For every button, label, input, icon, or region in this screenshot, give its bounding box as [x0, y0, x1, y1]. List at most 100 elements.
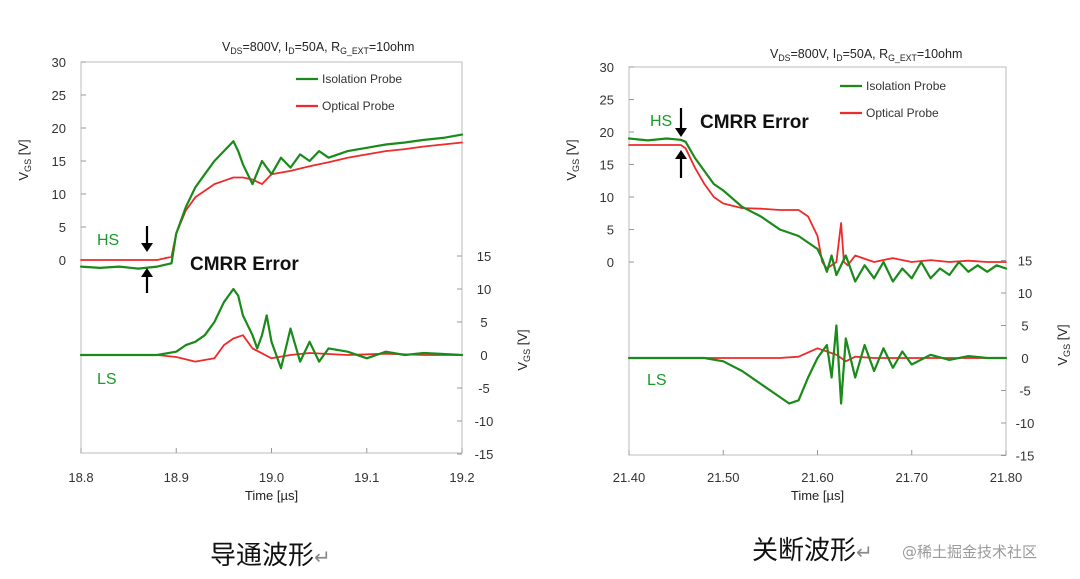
y-left-tick-label: 5	[607, 223, 614, 238]
legend-label-isolation: Isolation Probe	[866, 79, 946, 93]
y-right-tick-label: -15	[475, 447, 494, 462]
test-conditions-part: =50A,	[843, 47, 880, 61]
test-conditions-sub: D	[288, 46, 294, 56]
y-left-axis-title-part: V	[16, 172, 31, 181]
y-right-axis-title: VGS [V]	[515, 329, 532, 370]
cmrr-arrow-down	[675, 108, 687, 137]
y-left-tick-label: 10	[52, 187, 66, 202]
ls-label: LS	[97, 371, 117, 388]
y-left-axis-title: VGS [V]	[564, 139, 581, 180]
test-conditions-part: R	[331, 40, 340, 54]
cmrr-arrow-down-head	[141, 243, 153, 252]
hs-series-optical-line	[80, 141, 463, 261]
x-tick-label: 21.60	[801, 470, 834, 485]
cmrr-arrow-down	[141, 226, 153, 252]
y-right-axis-title: VGS [V]	[1055, 324, 1072, 365]
test-conditions-sub: G_EXT	[888, 53, 917, 63]
y-left-tick-label: 25	[600, 93, 614, 108]
test-conditions-sub: G_EXT	[340, 46, 369, 56]
y-right-tick-label: 10	[1018, 286, 1032, 301]
test-conditions-part: V	[770, 47, 779, 61]
y-left-tick-label: 30	[600, 60, 614, 75]
test-conditions-part: =10ohm	[917, 47, 963, 61]
caption-turn-off: 关断波形↵	[752, 530, 873, 567]
x-tick-label: 21.80	[990, 470, 1023, 485]
y-left-axis-title-part: [V]	[16, 139, 31, 159]
y-right-tick-label: -5	[1019, 384, 1031, 399]
y-right-tick-label: 15	[1018, 254, 1032, 269]
y-right-axis-title-sub: GS	[1062, 344, 1072, 357]
y-right-tick-label: 5	[480, 315, 487, 330]
test-conditions: VDS=800V, ID=50A, RG_EXT=10ohm	[770, 47, 962, 63]
hs-series-isolation-line	[79, 133, 464, 270]
y-right-axis-title-part: [V]	[515, 329, 530, 349]
legend: Isolation Probe Optical Probe	[296, 72, 402, 113]
y-left-tick-label: 25	[52, 88, 66, 103]
y-left-tick-label: 10	[600, 190, 614, 205]
y-left-tick-label: 20	[600, 125, 614, 140]
ls-series-isolation-line	[79, 287, 464, 370]
y-right-tick-label: 0	[1021, 351, 1028, 366]
cmrr-error-annotation: CMRR Error	[700, 112, 809, 133]
hs-series-optical-line	[628, 144, 1007, 270]
x-tick-label: 18.9	[164, 470, 189, 485]
y-left-tick-label: 15	[52, 154, 66, 169]
y-right-axis-title-part: [V]	[1055, 324, 1070, 344]
x-tick-label: 19.0	[259, 470, 284, 485]
legend: Isolation Probe Optical Probe	[840, 79, 946, 120]
ls-label: LS	[647, 372, 667, 389]
caption-turn-on-text: 导通波形	[210, 541, 315, 571]
cmrr-arrow-up-head	[675, 150, 687, 159]
test-conditions-sub: DS	[778, 53, 790, 63]
y-left-tick-label: 0	[59, 253, 66, 268]
x-tick-label: 18.8	[68, 470, 93, 485]
hs-series-isolation-line	[627, 137, 1008, 283]
y-left-axis-title-part: [V]	[564, 139, 579, 159]
y-right-tick-label: -15	[1016, 449, 1035, 464]
cmrr-arrow-up-head	[141, 268, 153, 277]
y-right-tick-label: -10	[1016, 416, 1035, 431]
y-left-tick-label: 20	[52, 121, 66, 136]
test-conditions-part: I	[285, 40, 288, 54]
plot-frame	[628, 66, 1007, 456]
caption-turn-on: 导通波形↵	[210, 535, 331, 572]
x-tick-label: 19.1	[354, 470, 379, 485]
y-left-tick-label: 15	[600, 158, 614, 173]
hs-label: HS	[650, 113, 672, 130]
y-right-tick-label: 5	[1021, 319, 1028, 334]
x-tick-label: 21.70	[895, 470, 928, 485]
legend-label-isolation: Isolation Probe	[322, 72, 402, 86]
legend-label-optical: Optical Probe	[866, 106, 939, 120]
x-tick-label: 21.40	[613, 470, 646, 485]
test-conditions-part: I	[833, 47, 836, 61]
test-conditions-part: =50A,	[295, 40, 332, 54]
watermark: @稀土掘金技术社区	[902, 543, 1038, 561]
test-conditions-part: R	[879, 47, 888, 61]
y-left-tick-label: 30	[52, 55, 66, 70]
test-conditions-part: =800V,	[791, 47, 833, 61]
test-conditions-part: V	[222, 40, 231, 54]
x-axis-title: Time [µs]	[245, 488, 298, 503]
chart-right: 21.40 21.50 21.60 21.70 21.80 30 25 20 15 10 5 0 15 1…	[564, 47, 1072, 503]
y-left-tick-label: 5	[59, 220, 66, 235]
y-right-axis-title-sub: GS	[522, 349, 532, 362]
y-right-axis-title-part: V	[515, 362, 530, 371]
test-conditions-part: =800V,	[243, 40, 285, 54]
y-left-axis-title: VGS [V]	[16, 139, 33, 180]
cmrr-arrow-up	[675, 150, 687, 178]
test-conditions-sub: D	[836, 53, 842, 63]
return-mark-left: ↵	[314, 545, 331, 569]
return-mark-right: ↵	[856, 540, 873, 564]
caption-turn-off-text: 关断波形	[752, 536, 857, 566]
test-conditions-part: =10ohm	[369, 40, 415, 54]
y-right-tick-label: -10	[475, 414, 494, 429]
y-right-axis-title-part: V	[1055, 357, 1070, 366]
x-tick-label: 21.50	[707, 470, 740, 485]
test-conditions-sub: DS	[230, 46, 242, 56]
y-left-axis-title-part: V	[564, 172, 579, 181]
test-conditions: VDS=800V, ID=50A, RG_EXT=10ohm	[222, 40, 414, 56]
x-axis-title: Time [µs]	[791, 488, 844, 503]
chart-left: 18.8 18.9 19.0 19.1 19.2 30 25 20 15 10 5 0 15 10 5 0 -5…	[16, 40, 532, 503]
cmrr-error-annotation: CMRR Error	[190, 254, 299, 275]
